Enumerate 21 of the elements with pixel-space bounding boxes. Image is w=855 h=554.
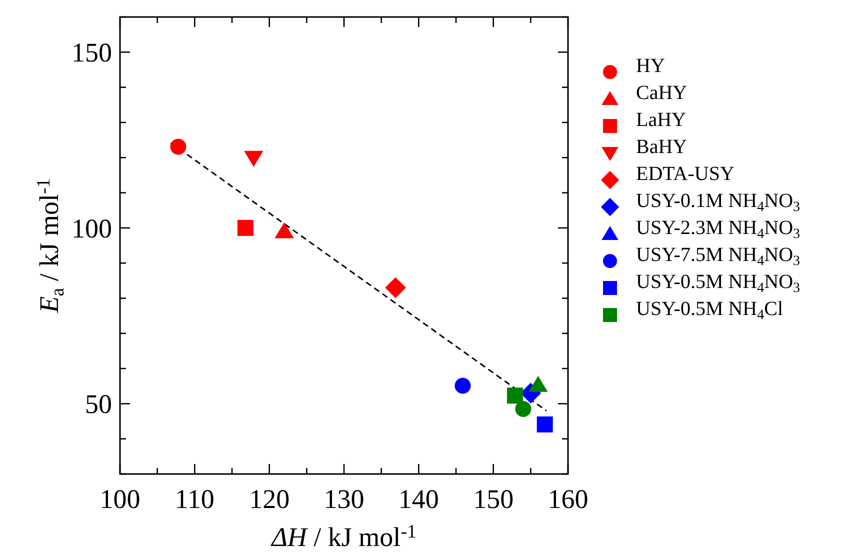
legend-label: HY: [636, 55, 665, 77]
x-tick-label: 160: [548, 484, 588, 514]
x-tick-label: 140: [398, 484, 439, 514]
legend-label: USY-0.5M NH$_{4}$Cl: [636, 298, 784, 324]
legend-label: USY-0.5M NH$_{4}$NO$_{3}$: [636, 271, 800, 296]
legend-label: BaHY: [636, 136, 688, 158]
legend-label: USY-0.1M NH$_{4}$NO$_{3}$: [636, 190, 800, 216]
x-tick-label: 130: [324, 484, 364, 514]
legend-label: LaHY: [636, 109, 686, 131]
legend-label: CaHY: [636, 82, 688, 104]
y-tick-label: 50: [85, 389, 112, 420]
y-tick-label: 150: [72, 38, 112, 68]
legend-label: USY-7.5M NH$_{4}$NO$_{3}$: [636, 244, 800, 270]
legend-label: EDTA-USY: [636, 163, 734, 185]
x-tick-label: 120: [249, 484, 290, 514]
x-axis-title: ΔH / kJ mol$^{-1}$: [270, 521, 416, 552]
x-tick-label: 110: [174, 484, 214, 514]
x-tick-label: 150: [473, 484, 514, 514]
y-tick-label: 100: [72, 213, 112, 244]
x-tick-label: 100: [100, 484, 140, 514]
legend-label: USY-2.3M NH$_{4}$NO$_{3}$: [636, 217, 800, 242]
